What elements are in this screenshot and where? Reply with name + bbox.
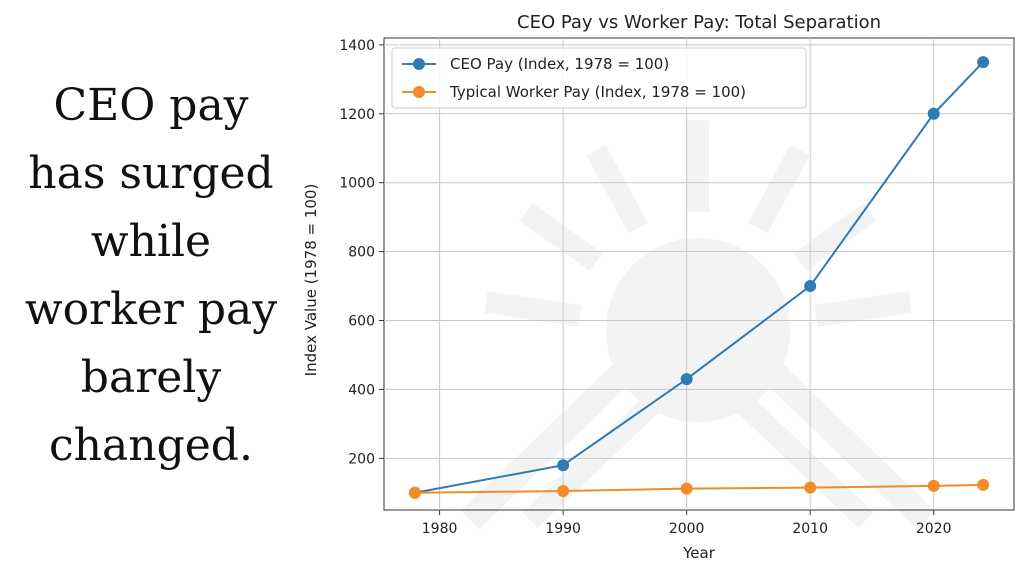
data-point-series-1 (680, 482, 693, 495)
plot-area (383, 37, 1015, 511)
caption-line: worker pay (24, 284, 278, 335)
y-tick-label: 600 (348, 314, 375, 330)
x-tick-label: 2020 (916, 521, 952, 537)
caption-line: changed. (49, 420, 253, 471)
data-point-series-0 (927, 107, 940, 120)
data-point-series-0 (804, 280, 817, 293)
legend-marker-worker (413, 86, 425, 98)
series-line-0 (414, 61, 984, 494)
caption-line: barely (80, 352, 222, 403)
y-tick-label: 1200 (339, 107, 375, 123)
caption-line: while (90, 216, 212, 267)
y-tick-label: 800 (348, 245, 375, 261)
x-axis-label: Year (682, 544, 716, 562)
data-point-series-1 (977, 478, 990, 491)
caption-line: CEO pay (53, 80, 249, 131)
legend-label-worker: Typical Worker Pay (Index, 1978 = 100) (449, 83, 746, 101)
data-point-series-0 (680, 373, 693, 386)
x-tick-label: 1990 (545, 521, 581, 537)
y-tick-label: 400 (348, 382, 375, 398)
data-point-series-1 (557, 485, 570, 498)
data-point-series-0 (977, 56, 990, 69)
legend-marker-ceo (413, 58, 425, 70)
series-line-1 (414, 483, 984, 494)
legend: CEO Pay (Index, 1978 = 100) Typical Work… (391, 47, 807, 109)
x-tick-label: 2010 (792, 521, 828, 537)
y-tick-label: 200 (348, 451, 375, 467)
y-tick-label: 1400 (339, 38, 375, 54)
caption-line: has surged (28, 148, 274, 199)
data-point-series-0 (557, 459, 570, 472)
data-point-series-1 (408, 486, 421, 499)
legend-box (391, 47, 807, 109)
sun-watermark-icon (460, 120, 936, 530)
x-tick-label: 2000 (669, 521, 705, 537)
y-tick-label: 1000 (339, 176, 375, 192)
data-point-series-1 (927, 479, 940, 492)
caption-text: CEO pay has surged while worker pay bare… (0, 72, 302, 480)
data-point-series-1 (804, 481, 817, 494)
x-tick-label: 1980 (422, 521, 458, 537)
legend-label-ceo: CEO Pay (Index, 1978 = 100) (450, 55, 669, 73)
y-axis-label: Index Value (1978 = 100) (302, 184, 320, 377)
chart-title: CEO Pay vs Worker Pay: Total Separation (517, 12, 881, 33)
